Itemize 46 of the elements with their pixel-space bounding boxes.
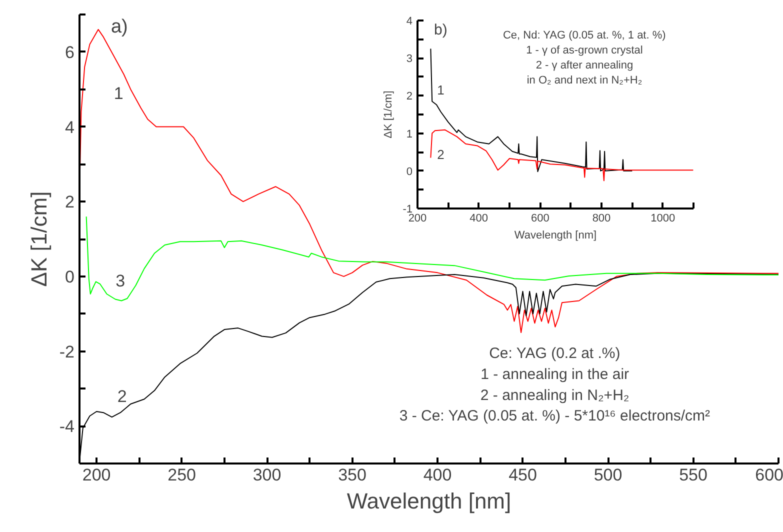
- y-tick-label: -1: [402, 204, 412, 216]
- y-tick-label: 4: [406, 16, 413, 28]
- x-tick-label: 250: [168, 466, 196, 484]
- x-tick-label: 1000: [650, 212, 676, 224]
- y-tick-label: 4: [65, 118, 75, 137]
- y-tick-label: 0: [406, 166, 413, 178]
- x-tick-label: 600: [755, 466, 783, 484]
- y-axis-title: ΔK [1/cm]: [382, 90, 395, 138]
- annotation: 2: [437, 146, 444, 162]
- y-tick-label: 6: [65, 42, 75, 62]
- y-axis-title: ΔK [1/cm]: [26, 191, 52, 287]
- y-tick-label: 2: [65, 192, 75, 212]
- annotation: 1 - annealing in the air: [480, 366, 630, 383]
- y-tick-label: -4: [59, 417, 75, 436]
- y-tick-label: -2: [59, 342, 75, 362]
- y-tick-label: 2: [406, 90, 413, 103]
- x-tick-label: 800: [592, 212, 611, 224]
- x-tick-label: 500: [594, 466, 622, 484]
- x-tick-label: 400: [423, 466, 452, 484]
- x-tick-label: 600: [530, 212, 550, 224]
- y-tick-label: 0: [65, 267, 75, 286]
- annotation: 2 - annealing in N₂+H₂: [480, 386, 630, 404]
- annotation: 3 - Ce: YAG (0.05 at. %) - 5*10¹⁶ electrons/cm²: [399, 408, 710, 425]
- annotation: 1: [437, 82, 444, 98]
- annotation: Ce, Nd: YAG (0.05 at. %, 1 at. %): [502, 30, 666, 42]
- x-tick-label: 400: [470, 212, 488, 224]
- x-tick-label: 450: [508, 466, 537, 484]
- annotation: 1: [114, 84, 124, 104]
- annotation: Ce: YAG (0.2 at .%): [489, 344, 620, 362]
- annotation: in O₂ and next in N₂+H₂: [526, 74, 642, 87]
- annotation: b): [434, 21, 448, 38]
- x-axis-title: Wavelength [nm]: [346, 488, 512, 514]
- line-series: [430, 129, 694, 182]
- y-tick-label: 3: [406, 53, 413, 66]
- y-tick-label: 1: [406, 128, 413, 140]
- x-tick-label: 350: [338, 466, 366, 484]
- x-tick-label: 550: [679, 466, 708, 484]
- annotation: a): [110, 16, 128, 38]
- x-tick-label: 200: [408, 212, 427, 224]
- annotation: 1 - γ of as-grown crystal: [526, 44, 643, 57]
- annotation: 2: [117, 387, 127, 406]
- annotation: 3: [116, 271, 126, 290]
- annotation: 2 - γ after annealing: [536, 60, 634, 72]
- x-tick-label: 200: [82, 466, 111, 484]
- x-tick-label: 300: [252, 466, 282, 484]
- x-axis-title: Wavelength [nm]: [514, 230, 597, 242]
